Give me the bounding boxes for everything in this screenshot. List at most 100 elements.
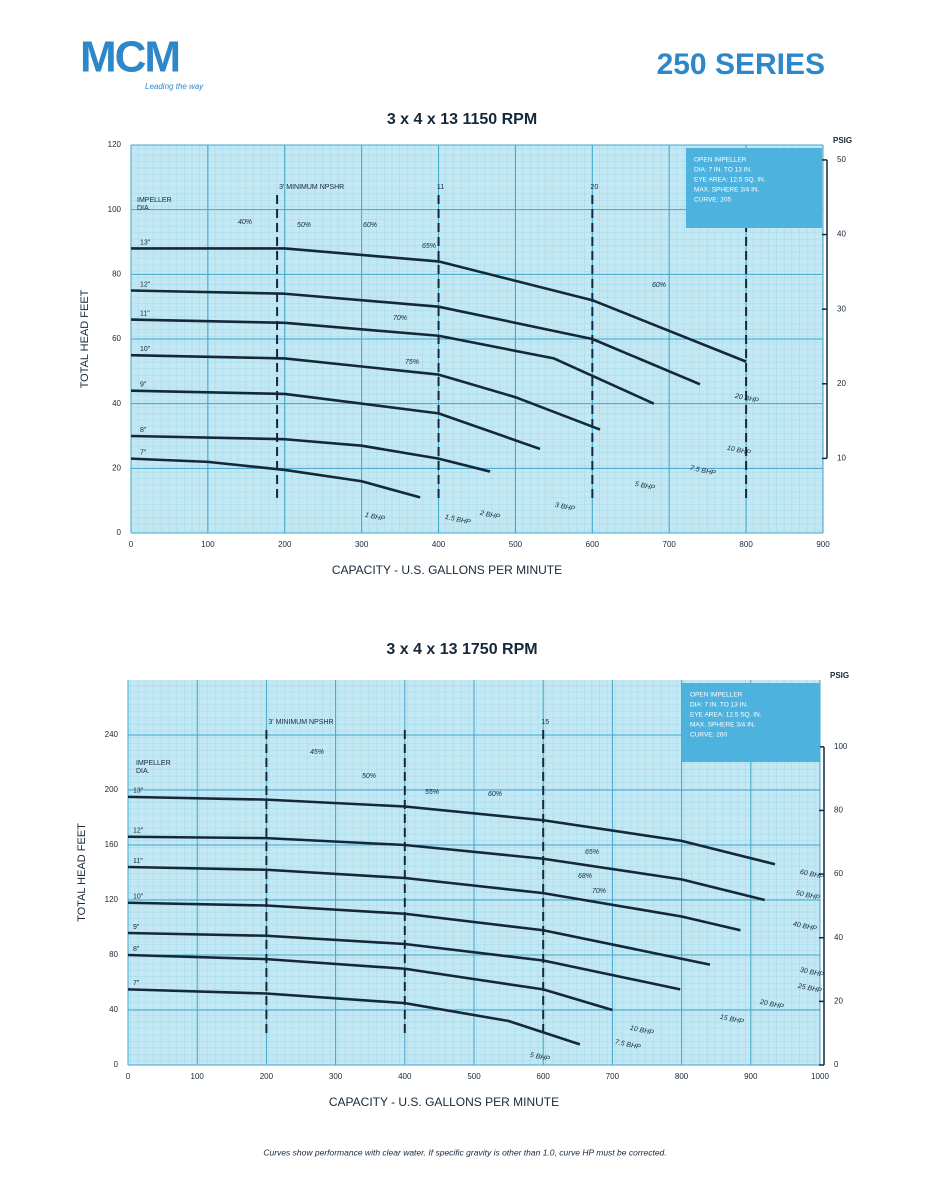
impeller-diameter-label: 12" — [133, 828, 144, 835]
efficiency-label: 50% — [297, 222, 311, 229]
head-curve — [127, 835, 765, 902]
hp-label: 15 BHP — [719, 1014, 744, 1026]
series-title: 250 SERIES — [657, 48, 825, 81]
y-tick-label: 60 — [112, 334, 121, 343]
hp-label: 40 BHP — [792, 921, 817, 933]
impeller-heading: IMPELLER — [136, 760, 171, 767]
y-tick-label: 40 — [112, 399, 121, 408]
impeller-diameter-label: 13" — [133, 788, 144, 795]
x-tick-label: 400 — [398, 1072, 412, 1081]
efficiency-label: 60% — [652, 282, 666, 289]
y-tick-label: 240 — [105, 730, 119, 739]
impeller-diameter-label: 8" — [140, 427, 147, 434]
efficiency-label: 60% — [363, 222, 377, 229]
hp-label: 10 BHP — [726, 445, 751, 457]
x-tick-label: 600 — [537, 1072, 551, 1081]
efficiency-label: 60% — [488, 791, 502, 798]
impeller-diameter-label: 7" — [133, 980, 140, 987]
y2-axis-title: PSIG — [830, 671, 849, 680]
chart-title: 3 x 4 x 13 1150 RPM — [387, 111, 537, 128]
info-box-line: MAX. SPHERE 3/4 IN. — [690, 722, 756, 729]
efficiency-label: 65% — [585, 849, 599, 856]
impeller-diameter-label: 11" — [140, 310, 150, 317]
y-tick-label: 120 — [108, 140, 122, 149]
impeller-heading: IMPELLER — [137, 197, 172, 204]
hp-label: 10 BHP — [629, 1025, 654, 1037]
y2-tick-label: 20 — [834, 996, 843, 1005]
x-tick-label: 100 — [191, 1072, 205, 1081]
y-tick-label: 0 — [117, 528, 122, 537]
impeller-diameter-label: 8" — [133, 946, 140, 953]
y2-tick-label: 40 — [834, 933, 843, 942]
npsh-label: 3' MINIMUM NPSHR — [279, 184, 344, 191]
x-tick-label: 0 — [129, 540, 134, 549]
y2-tick-label: 0 — [834, 1060, 839, 1069]
efficiency-label: 55% — [425, 789, 439, 796]
impeller-diameter-label: 12" — [140, 281, 151, 288]
efficiency-label: 70% — [393, 315, 407, 322]
info-box-line: CURVE: 205 — [694, 197, 731, 204]
efficiency-label: 65% — [422, 243, 436, 250]
efficiency-label: 70% — [592, 888, 606, 895]
hp-label: 5 BHP — [529, 1052, 551, 1063]
hp-label: 2 BHP — [478, 510, 501, 521]
hp-label: 3 BHP — [554, 502, 576, 513]
y-tick-label: 80 — [112, 269, 121, 278]
info-box-line: EYE AREA: 12.5 SQ. IN. — [694, 177, 766, 184]
impeller-heading: DIA. — [136, 768, 150, 775]
hp-label: 50 BHP — [795, 890, 820, 902]
x-tick-label: 900 — [816, 540, 830, 549]
impeller-diameter-label: 10" — [133, 894, 144, 901]
head-curve — [130, 457, 421, 499]
impeller-diameter-label: 11" — [133, 858, 143, 865]
efficiency-label: 75% — [405, 359, 419, 366]
info-box — [686, 148, 822, 228]
x-tick-label: 1000 — [811, 1072, 829, 1081]
x-tick-label: 300 — [355, 540, 369, 549]
hp-label: 1 BHP — [364, 512, 386, 523]
y2-tick-label: 10 — [837, 453, 846, 462]
footer-note: Curves show performance with clear water… — [263, 1147, 666, 1157]
npsh-label: 11 — [437, 184, 444, 191]
impeller-diameter-label: 9" — [133, 924, 140, 931]
head-curve — [127, 988, 581, 1046]
x-tick-label: 700 — [606, 1072, 620, 1081]
x-tick-label: 600 — [586, 540, 600, 549]
y-tick-label: 80 — [109, 950, 118, 959]
info-box-line: DIA: 7 IN. TO 13 IN. — [694, 167, 752, 174]
y-tick-label: 100 — [108, 205, 122, 214]
chart-title: 3 x 4 x 13 1750 RPM — [386, 641, 537, 658]
tagline: Leading the way — [145, 82, 204, 91]
y2-tick-label: 100 — [834, 742, 848, 751]
efficiency-label: 68% — [578, 873, 592, 880]
logo: MCM — [80, 33, 179, 82]
y-tick-label: 120 — [105, 895, 119, 904]
head-curve — [130, 318, 655, 405]
impeller-diameter-label: 9" — [140, 382, 147, 389]
info-box-line: DIA: 7 IN. TO 13 IN. — [690, 702, 748, 709]
y-tick-label: 160 — [105, 840, 119, 849]
info-box-line: MAX. SPHERE 3/4 IN. — [694, 187, 760, 194]
x-tick-label: 500 — [509, 540, 523, 549]
x-axis-title: CAPACITY - U.S. GALLONS PER MINUTE — [329, 1095, 559, 1109]
x-tick-label: 500 — [467, 1072, 481, 1081]
y-tick-label: 40 — [109, 1005, 118, 1014]
hp-label: 30 BHP — [799, 967, 824, 979]
head-curve — [127, 901, 711, 966]
x-tick-label: 800 — [739, 540, 753, 549]
x-tick-label: 900 — [744, 1072, 758, 1081]
y2-tick-label: 80 — [834, 806, 843, 815]
y-tick-label: 0 — [114, 1060, 119, 1069]
info-box-line: OPEN IMPELLER — [694, 157, 747, 164]
hp-label: 60 BHP — [799, 869, 824, 881]
x-tick-label: 800 — [675, 1072, 689, 1081]
info-box-line: CURVE: 260 — [690, 732, 727, 739]
efficiency-label: 40% — [238, 219, 252, 226]
y2-axis-title: PSIG — [833, 136, 852, 145]
x-tick-label: 400 — [432, 540, 446, 549]
hp-label: 5 BHP — [634, 481, 656, 492]
head-curve — [131, 247, 747, 363]
head-curve — [130, 353, 601, 431]
